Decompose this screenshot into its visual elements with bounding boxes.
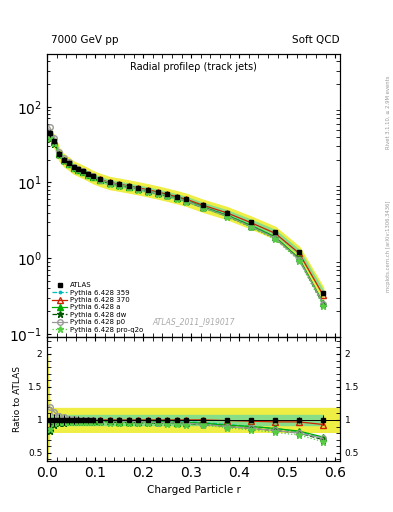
X-axis label: Charged Particle r: Charged Particle r xyxy=(147,485,241,495)
Text: Rivet 3.1.10, ≥ 2.9M events: Rivet 3.1.10, ≥ 2.9M events xyxy=(386,76,391,150)
Text: mcplots.cern.ch [arXiv:1306.3436]: mcplots.cern.ch [arXiv:1306.3436] xyxy=(386,200,391,291)
Y-axis label: Ratio to ATLAS: Ratio to ATLAS xyxy=(13,366,22,432)
Text: Radial profileρ (track jets): Radial profileρ (track jets) xyxy=(130,62,257,72)
Text: 7000 GeV pp: 7000 GeV pp xyxy=(51,35,119,45)
Text: ATLAS_2011_I919017: ATLAS_2011_I919017 xyxy=(152,317,235,326)
Text: Soft QCD: Soft QCD xyxy=(292,35,340,45)
Legend: ATLAS, Pythia 6.428 359, Pythia 6.428 370, Pythia 6.428 a, Pythia 6.428 dw, Pyth: ATLAS, Pythia 6.428 359, Pythia 6.428 37… xyxy=(51,281,145,334)
